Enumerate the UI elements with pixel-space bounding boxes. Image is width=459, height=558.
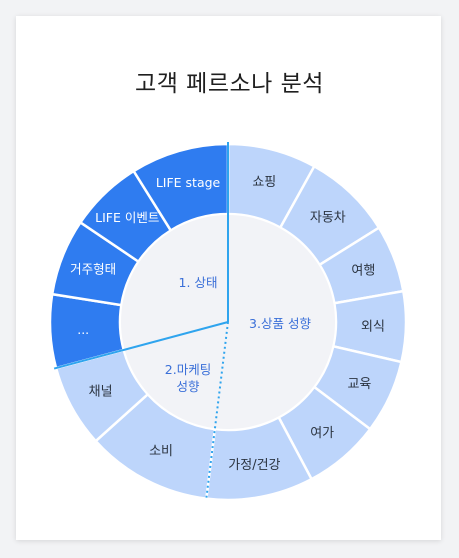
page-title: 고객 페르소나 분석 (135, 71, 324, 97)
group-label-marketing: 2.마케팅 성향 (165, 362, 211, 394)
segment-label-외식: 외식 (361, 319, 385, 334)
segment-label-여가: 여가 (310, 426, 334, 441)
segment-label-교육: 교육 (347, 377, 371, 392)
segment-label-life-이벤트: LIFE 이벤트 (95, 210, 159, 225)
group-labels: 1. 상태 2.마케팅 성향 3.상품 성향 (165, 275, 312, 394)
segment-label-거주형태: 거주형태 (70, 261, 116, 276)
segment-label-여행: 여행 (351, 263, 375, 279)
group-dividers (53, 142, 229, 499)
segment-label-자동차: 자동차 (310, 210, 346, 225)
group-label-product: 3.상품 성향 (249, 316, 311, 331)
outer-ring (48, 142, 408, 502)
segment-label-etc: ... (77, 322, 89, 337)
group-label-state: 1. 상태 (179, 275, 218, 290)
segment-label-쇼핑: 쇼핑 (252, 175, 276, 190)
segment-label-소비: 소비 (149, 444, 173, 459)
segment-label-life-stage: LIFE stage (156, 175, 221, 190)
segment-label-채널: 채널 (89, 385, 113, 400)
segment-label-가정-건강: 가정/건강 (228, 458, 280, 473)
divider-state-marketing (53, 321, 229, 370)
